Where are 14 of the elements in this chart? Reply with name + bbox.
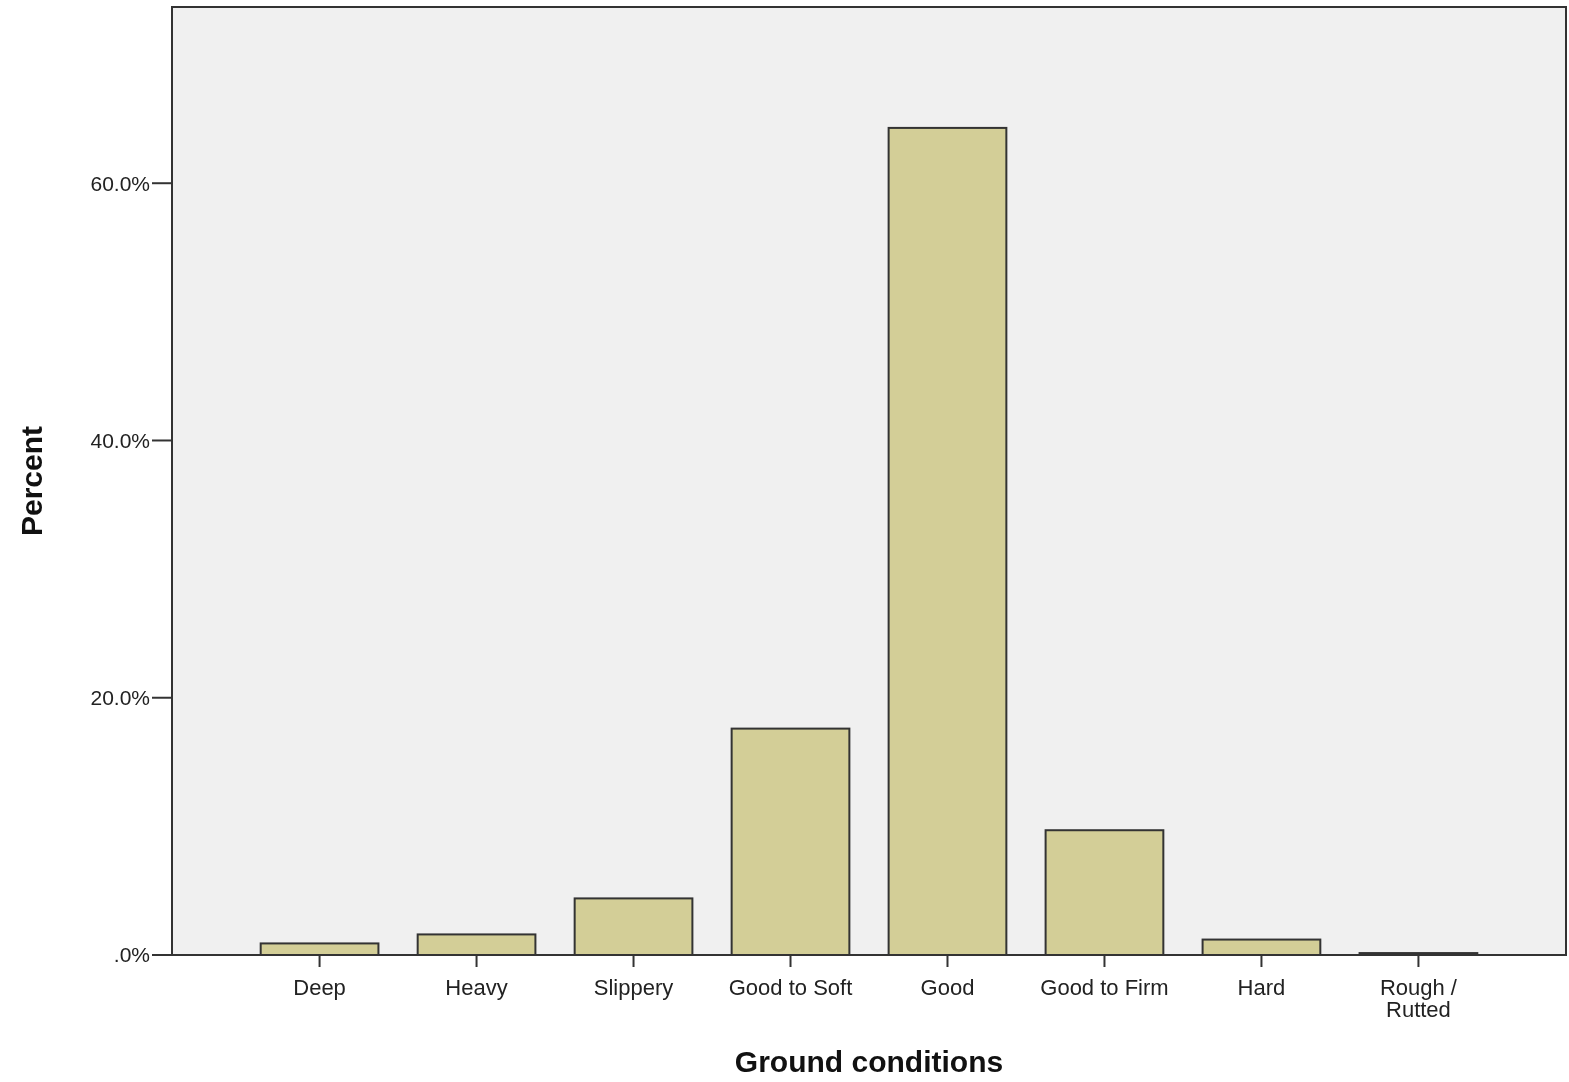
x-tick-label: Good to Soft bbox=[728, 975, 853, 1000]
y-tick-label: .0% bbox=[113, 943, 150, 967]
y-tick-label: 60.0% bbox=[90, 171, 150, 195]
y-axis-title: Percent bbox=[15, 425, 48, 537]
x-tick-label: Good bbox=[920, 975, 975, 1000]
x-tick-label: Deep bbox=[293, 975, 346, 1000]
x-tick-label: Hard bbox=[1237, 975, 1286, 1000]
x-tick-label: Good to Firm bbox=[1040, 975, 1169, 1000]
x-tick-label: Heavy bbox=[445, 975, 508, 1000]
x-axis-title: Ground conditions bbox=[734, 1045, 1004, 1078]
y-tick-label: 20.0% bbox=[90, 686, 150, 710]
y-tick-label: 40.0% bbox=[90, 428, 150, 452]
x-tick-label: Rough / Rutted bbox=[1379, 975, 1458, 1022]
x-tick-label: Slippery bbox=[593, 975, 674, 1000]
